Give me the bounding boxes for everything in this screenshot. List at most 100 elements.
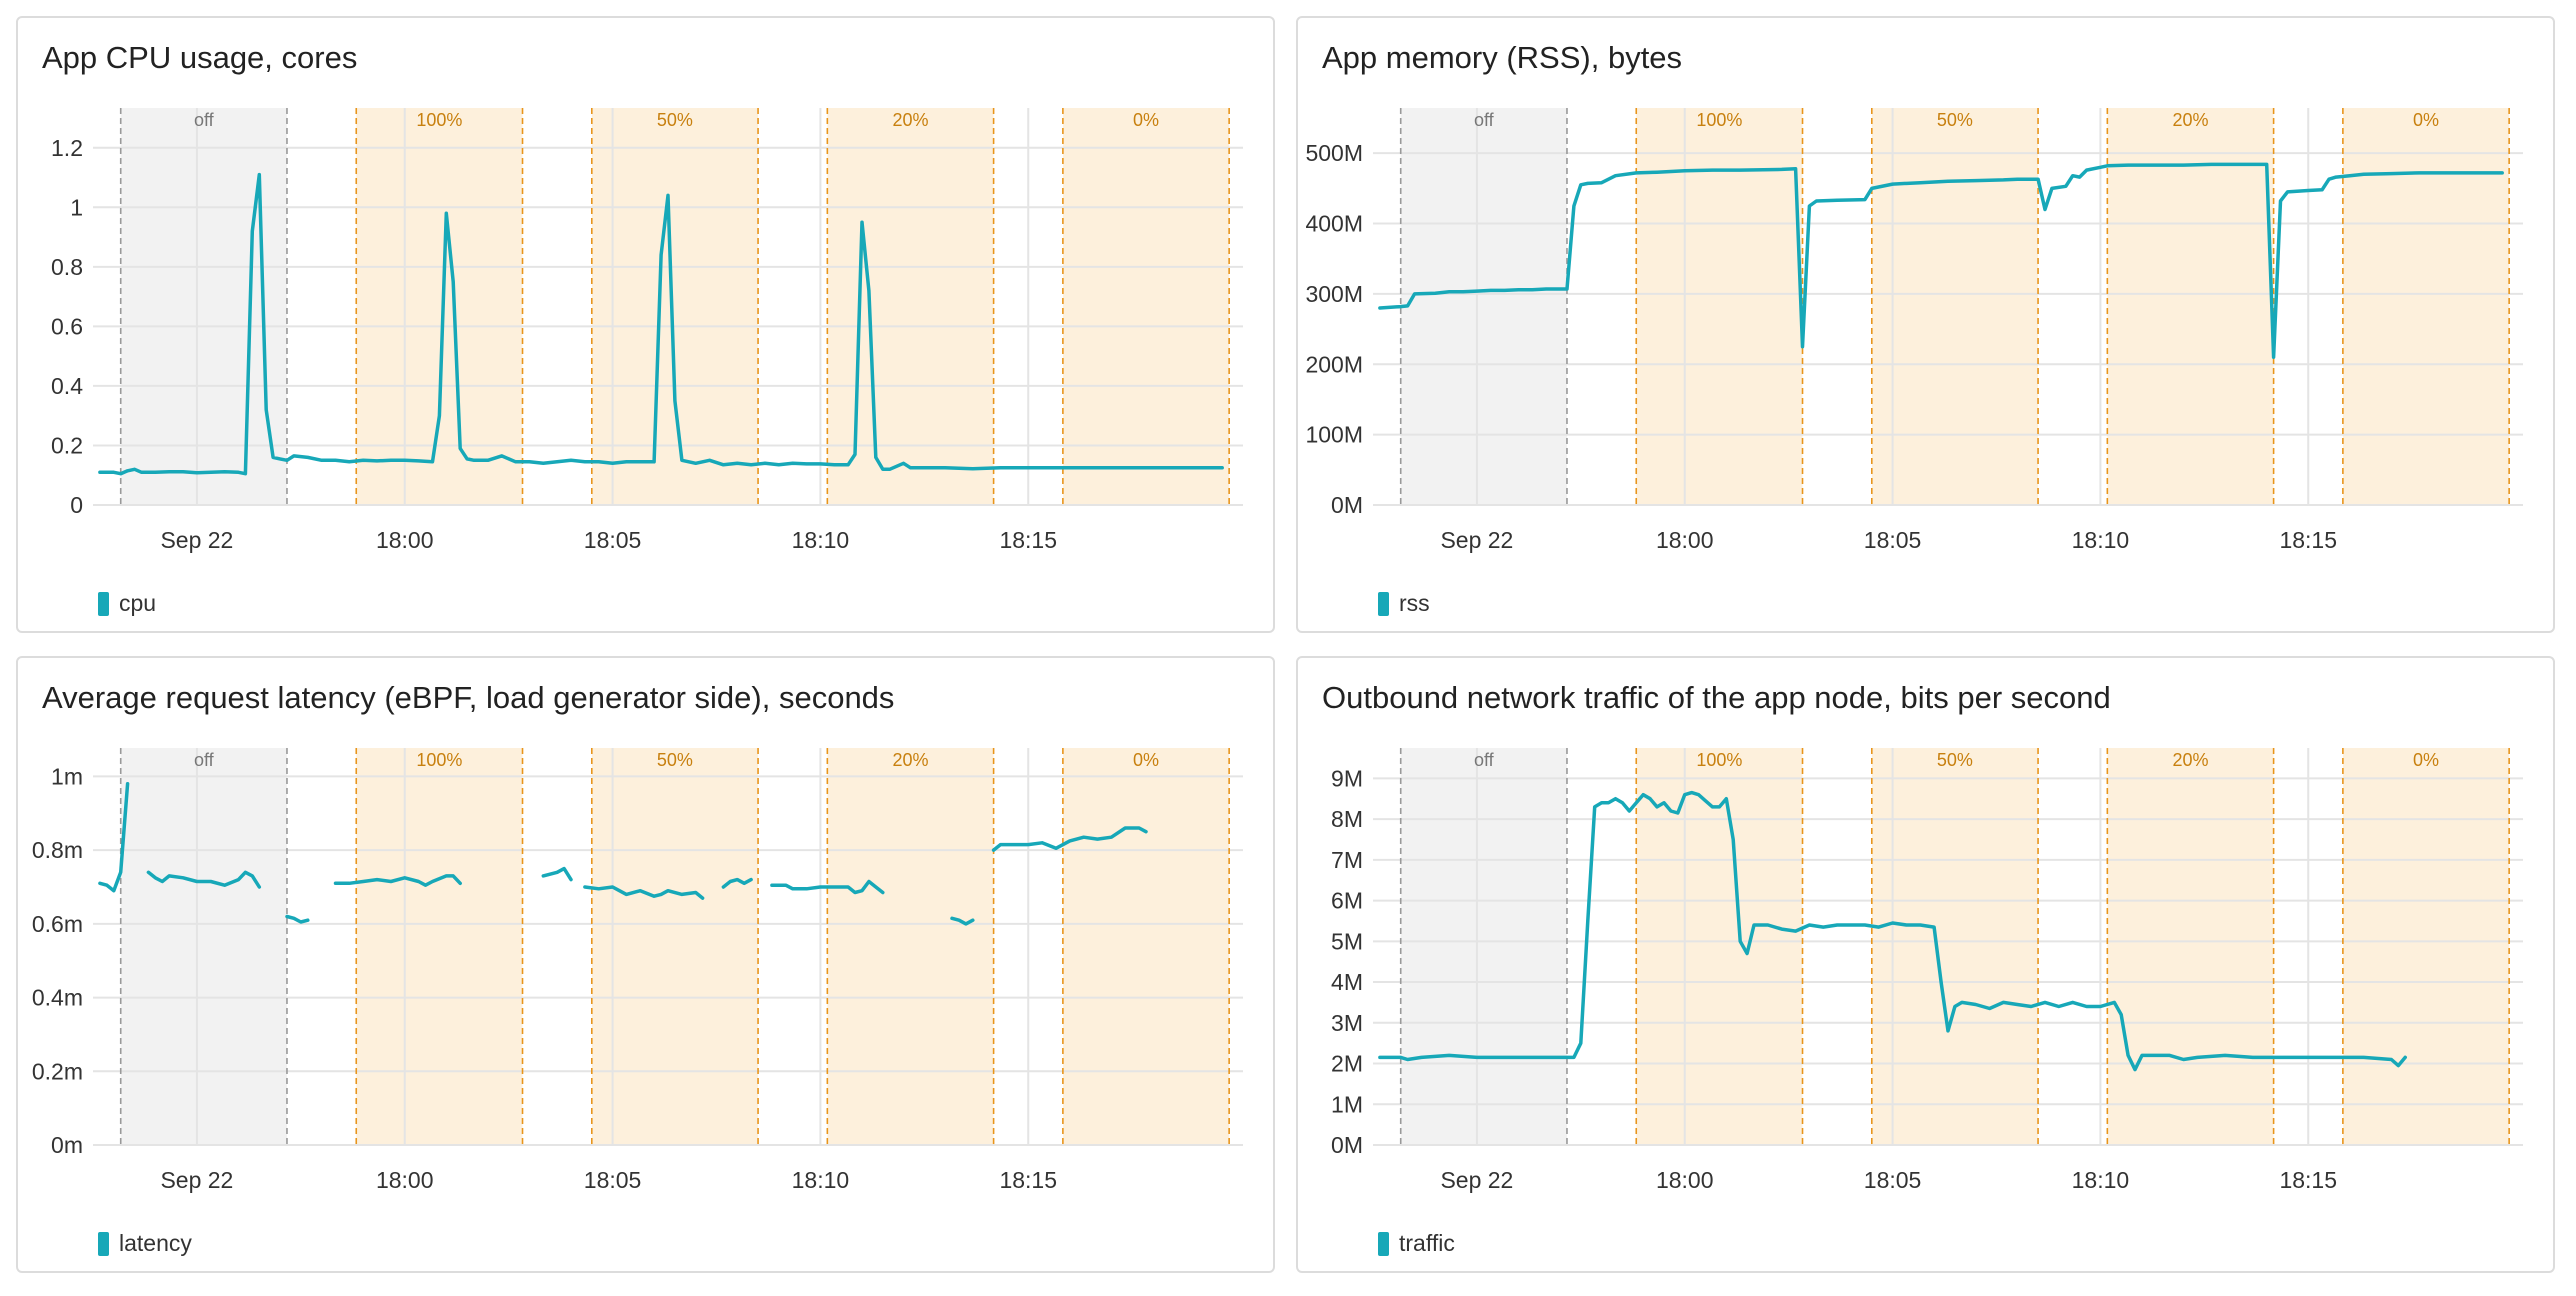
chart-latency[interactable]: 0m 0.2m 0.4m 0.6m 0.8m 1m Sep 22 18:00 18:05 18:1… [18,728,1273,1213]
y-tick-label: 0M [1331,1132,1363,1158]
x-tick-label: 18:15 [2279,527,2337,553]
band-off [120,748,287,1145]
y-tick-label: 0m [51,1132,83,1158]
series-line-latency [770,879,885,895]
band-off [1400,108,1567,505]
band-label: 100% [416,750,462,770]
legend-label-traffic: traffic [1399,1230,1455,1256]
band-label: off [1474,750,1495,770]
y-tick-label: 200M [1305,351,1363,377]
legend-swatch [98,591,109,616]
panel-cpu: App CPU usage, cores 0 0.2 0.4 0.6 0.8 1 1.2 Se… [16,16,1275,633]
band-off [1400,748,1567,1145]
y-tick-label: 1.2 [51,135,83,161]
band-20% [827,748,994,1145]
band-100% [1636,108,1803,505]
legend[interactable]: cpu [98,590,156,617]
legend-label-latency: latency [119,1230,192,1256]
band-100% [1636,748,1803,1145]
x-tick-label: 18:00 [376,527,434,553]
y-tick-label: 0.2 [51,432,83,458]
band-0% [1062,108,1230,505]
band-0% [2342,748,2510,1145]
series-line-traffic [1378,790,2407,1072]
band-100% [356,748,523,1145]
band-20% [2107,748,2274,1145]
y-tick-label: 1M [1331,1091,1363,1117]
band-label: 100% [1696,110,1742,130]
band-label: off [1474,110,1495,130]
x-tick-label: 18:10 [2072,527,2130,553]
band-50% [591,108,759,505]
y-tick-label: 0.4 [51,373,83,399]
band-label: 0% [2413,750,2439,770]
legend[interactable]: rss [1378,590,1430,617]
y-tick-label: 400M [1305,211,1363,237]
y-tick-label: 0.8 [51,254,83,280]
band-label: 50% [657,110,693,130]
legend[interactable]: latency [98,1230,192,1257]
x-tick-label: 18:15 [999,527,1057,553]
x-tick-label: 18:00 [376,1167,434,1193]
panel-title: Average request latency (eBPF, load gene… [42,680,895,715]
y-tick-label: 1m [51,763,83,789]
x-tick-label: 18:05 [1864,527,1922,553]
x-tick-label: Sep 22 [160,527,233,553]
band-100% [356,108,523,505]
band-50% [591,748,759,1145]
legend[interactable]: traffic [1378,1230,1455,1257]
band-label: off [194,750,215,770]
legend-swatch [1378,1231,1389,1256]
band-50% [1871,748,2039,1145]
x-tick-label: 18:00 [1656,1167,1714,1193]
x-tick-label: 18:00 [1656,527,1714,553]
band-label: 100% [416,110,462,130]
y-tick-label: 0.4m [32,985,83,1011]
y-tick-label: 0.8m [32,837,83,863]
band-20% [2107,108,2274,505]
series-line-latency [98,782,130,893]
series-line-rss [1378,162,2504,359]
series-line-latency [541,866,573,882]
y-tick-label: 500M [1305,140,1363,166]
y-tick-label: 0.6m [32,911,83,937]
y-tick-label: 7M [1331,847,1363,873]
band-label: 50% [1937,750,1973,770]
series-line-cpu [98,172,1224,476]
chart-traffic[interactable]: 0M 1M 2M 3M 4M 5M 6M 7M 8M 9M Sep 22 18:00 18:05 18:1… [1298,728,2553,1213]
band-0% [2342,108,2510,505]
panel-title: App CPU usage, cores [42,40,358,75]
band-label: 100% [1696,750,1742,770]
legend-swatch [1378,591,1389,616]
y-tick-label: 6M [1331,888,1363,914]
band-label: 20% [2172,110,2208,130]
y-tick-label: 4M [1331,969,1363,995]
x-tick-label: 18:15 [999,1167,1057,1193]
band-label: 50% [657,750,693,770]
legend-label-cpu: cpu [119,590,157,616]
y-tick-label: 0.2m [32,1058,83,1084]
y-tick-label: 3M [1331,1010,1363,1036]
band-label: 0% [2413,110,2439,130]
series-line-latency [285,914,310,924]
band-label: 50% [1937,110,1973,130]
panel-latency: Average request latency (eBPF, load gene… [16,656,1275,1273]
y-tick-label: 100M [1305,422,1363,448]
y-tick-label: 0 [70,492,83,518]
x-tick-label: Sep 22 [1440,1167,1513,1193]
band-50% [1871,108,2039,505]
band-label: off [194,110,215,130]
series-line-latency [583,885,705,900]
y-tick-label: 0.6 [51,313,83,339]
y-tick-label: 2M [1331,1051,1363,1077]
y-tick-label: 300M [1305,281,1363,307]
series-line-latency [950,916,975,926]
y-tick-label: 0M [1331,492,1363,518]
x-tick-label: 18:05 [584,527,642,553]
band-label: 20% [2172,750,2208,770]
chart-cpu[interactable]: 0 0.2 0.4 0.6 0.8 1 1.2 Sep 22 18:00 18:05 18:10 18… [18,88,1273,573]
chart-memory[interactable]: 0M 100M 200M 300M 400M 500M Sep 22 18:00 18:05 18… [1298,88,2553,573]
panel-memory: App memory (RSS), bytes 0M 100M 200M 300M 40… [1296,16,2555,633]
band-label: 20% [892,750,928,770]
x-tick-label: 18:10 [792,527,850,553]
